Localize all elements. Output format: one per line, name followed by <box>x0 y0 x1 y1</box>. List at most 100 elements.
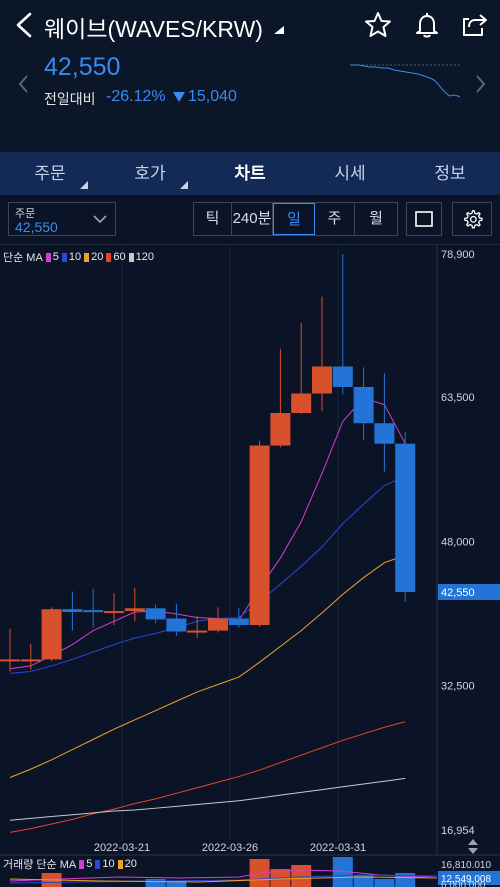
change-rate: -26.12% <box>106 88 166 105</box>
ma-label-120: 120 <box>135 251 155 263</box>
ma-swatch-5 <box>45 252 51 262</box>
volume-bar <box>353 875 374 887</box>
vol-label-20: 20 <box>124 858 137 870</box>
ma-line-10 <box>9 475 406 674</box>
tab-chart[interactable]: 차트 <box>200 152 300 195</box>
price-chart[interactable]: 78,900 63,500 48,000 32,500 16,954 42,550 2022… <box>0 245 500 887</box>
candle-body <box>62 609 83 612</box>
fullscreen-button[interactable] <box>406 202 442 236</box>
y-tick-label: 63,500 <box>441 392 475 404</box>
vol-label-10: 10 <box>102 858 115 870</box>
period-tick[interactable]: 틱 <box>194 203 232 235</box>
tab-orderbook-label: 호가 <box>134 164 166 183</box>
star-icon[interactable] <box>363 10 393 40</box>
y-tick-label: 32,500 <box>441 680 475 692</box>
current-price-tag <box>438 583 500 600</box>
current-price-tag-label: 42,550 <box>441 587 475 599</box>
title-caret-icon[interactable] <box>274 26 284 34</box>
candle-body <box>374 423 395 444</box>
price-summary: 42,550 전일대비 -26.12% 15,040 <box>0 50 500 150</box>
share-icon[interactable] <box>460 10 490 40</box>
volume-bar <box>166 881 187 887</box>
ma-label-10: 10 <box>68 251 82 263</box>
tab-orderbook[interactable]: 호가 <box>100 152 200 195</box>
candle-body <box>395 443 416 592</box>
candle-body <box>41 609 62 660</box>
candle-body <box>208 618 228 631</box>
ma-label-60: 60 <box>113 251 126 263</box>
ma-line-20 <box>9 554 406 778</box>
tab-order[interactable]: 주문 <box>0 152 100 195</box>
y-tick-label: 78,900 <box>441 249 475 261</box>
volume-bar <box>145 879 166 887</box>
order-dropdown[interactable]: 주문 42,550 <box>8 202 116 236</box>
ma-legend-item: 60 <box>103 251 126 263</box>
vol-label-5: 5 <box>86 858 93 870</box>
x-date-label: 2022-03-31 <box>310 842 366 854</box>
ma-legend: 단순 MA 5 10 20 60 120 <box>3 249 154 265</box>
volume-bar <box>332 857 353 887</box>
period-week[interactable]: 주 <box>315 203 355 235</box>
order-dropdown-label: 주문 <box>15 208 36 220</box>
candle-body <box>332 366 353 387</box>
ma-label-20: 20 <box>91 251 104 263</box>
order-dropdown-value: 42,550 <box>15 219 58 235</box>
tab-order-label: 주문 <box>34 164 66 183</box>
period-month[interactable]: 월 <box>369 210 383 227</box>
ma-label-5: 5 <box>52 251 59 263</box>
vol-swatch-5 <box>79 859 85 869</box>
tab-info-label: 정보 <box>434 164 466 183</box>
ma-legend-item: 10 <box>59 251 81 263</box>
change-amount: 15,040 <box>188 88 237 105</box>
volume-bar <box>374 879 395 887</box>
settings-button[interactable] <box>452 202 492 236</box>
candle-body <box>291 393 312 414</box>
vol-swatch-20 <box>117 859 123 869</box>
tab-quotes[interactable]: 시세 <box>300 152 400 195</box>
main-tabs: 주문 호가 차트 시세 정보 <box>0 152 500 195</box>
chart-canvas[interactable]: 78,900 63,500 48,000 32,500 16,954 42,550 2022… <box>0 245 500 887</box>
y-tick-label: 48,000 <box>441 536 475 548</box>
prev-market-icon[interactable] <box>16 72 32 96</box>
volume-axis-label: 16,810.010 <box>441 860 491 871</box>
ma-swatch-120 <box>128 252 134 262</box>
candle-body <box>312 366 332 394</box>
scale-down-icon[interactable] <box>468 848 478 854</box>
period-240min[interactable]: 240분 <box>232 203 273 235</box>
ma-line-5 <box>9 397 406 670</box>
ma-legend-prefix: 단순 MA <box>3 252 43 264</box>
bell-icon[interactable] <box>412 10 442 40</box>
change-label: 전일대비 <box>44 91 96 107</box>
vol-swatch-10 <box>95 859 101 869</box>
ma-line-120 <box>9 777 406 821</box>
volume-legend-prefix: 거래량 단순 MA <box>3 859 77 871</box>
candle-body <box>20 659 41 662</box>
y-tick-label: 16,954 <box>441 825 475 837</box>
vol-ma-line-20 <box>9 876 438 883</box>
chart-toolbar: 주문 42,550 틱 240분 일 주 월 <box>0 195 500 245</box>
volume-legend: 거래량 단순 MA 5 10 20 <box>3 856 137 872</box>
candle-body <box>145 608 166 620</box>
ma-swatch-10 <box>61 252 67 262</box>
ma-line-60 <box>9 721 406 833</box>
back-icon[interactable] <box>12 10 36 40</box>
period-day[interactable]: 일 <box>273 203 315 235</box>
vol-legend-item: 5 <box>76 858 92 870</box>
ma-legend-item: 20 <box>81 251 103 263</box>
x-date-label: 2022-03-21 <box>94 842 150 854</box>
period-selector: 틱 240분 일 주 월 <box>193 202 398 236</box>
candle-body <box>353 386 374 424</box>
vol-legend-item: 10 <box>92 858 115 870</box>
market-title[interactable]: 웨이브(WAVES/KRW) <box>44 16 263 42</box>
current-price: 42,550 <box>44 53 121 81</box>
gear-icon <box>464 210 483 229</box>
ma-legend-item: 120 <box>126 251 154 263</box>
candle-body <box>104 611 124 614</box>
tab-info[interactable]: 정보 <box>400 152 500 195</box>
scale-up-icon[interactable] <box>468 839 478 845</box>
next-market-icon[interactable] <box>472 72 488 96</box>
tab-caret-icon <box>80 181 88 189</box>
candle-body <box>0 659 20 662</box>
tab-chart-label: 차트 <box>234 164 266 183</box>
candle-body <box>270 413 291 446</box>
